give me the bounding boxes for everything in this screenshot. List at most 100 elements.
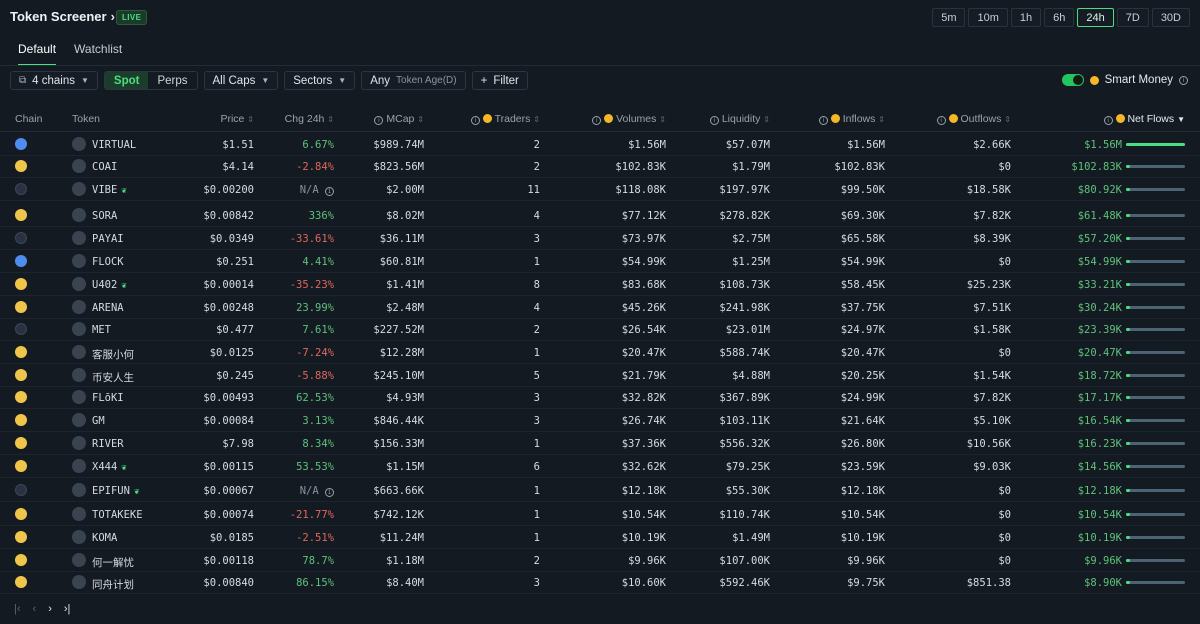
timeframe-10m[interactable]: 10m	[968, 8, 1008, 27]
token-name[interactable]: SORA	[92, 210, 117, 222]
col-inflows-label: Inflows	[842, 113, 876, 125]
table-row[interactable]: EPIFUN ❦ $0.00067 N/A i $663.66K 1 $12.18K $55.…	[0, 479, 1200, 502]
price: $0.00118	[203, 555, 254, 567]
table-row[interactable]: COAI $4.14 -2.84% $823.56M 2 $102.83K $1.79M $1…	[0, 155, 1200, 178]
chain-icon	[15, 232, 27, 244]
traders: 5	[533, 370, 540, 382]
change-24h: -33.61%	[290, 233, 334, 245]
col-outflows[interactable]: i Outflows ⇕	[936, 113, 1011, 125]
traders: 1	[533, 532, 540, 544]
token-name[interactable]: VIRTUAL	[92, 139, 136, 151]
info-icon[interactable]: i	[1179, 75, 1188, 85]
net-flow-bar	[1126, 536, 1185, 539]
token-name[interactable]: VIBE ❦	[92, 184, 127, 196]
table-row[interactable]: VIBE ❦ $0.00200 N/A i $2.00M 11 $118.08K $197.9…	[0, 178, 1200, 201]
token-name[interactable]: X444 ❦	[92, 461, 127, 473]
col-chg[interactable]: Chg 24h ⇕	[285, 113, 334, 125]
chains-dropdown[interactable]: ⧉ 4 chains ▼	[10, 71, 98, 90]
net-flow-bar	[1126, 489, 1185, 492]
timeframe-6h[interactable]: 6h	[1044, 8, 1075, 27]
perps-button[interactable]: Perps	[157, 74, 188, 87]
table-row[interactable]: MET $0.477 7.61% $227.52M 2 $26.54K $23.01M $24…	[0, 318, 1200, 341]
net-flow-bar	[1126, 442, 1185, 445]
col-netflows[interactable]: i Net Flows ▼	[1103, 113, 1185, 125]
timeframe-7d[interactable]: 7D	[1116, 8, 1149, 27]
timeframe-1h[interactable]: 1h	[1010, 8, 1042, 27]
table-row[interactable]: GM $0.00084 3.13% $846.44K 3 $26.74K $103.11K $…	[0, 409, 1200, 432]
token-logo	[72, 182, 86, 196]
table-row[interactable]: 何一解忧 $0.00118 78.7% $1.18M 2 $9.96K $107.00K $9…	[0, 549, 1200, 572]
sectors-dropdown[interactable]: Sectors ▼	[284, 71, 356, 90]
traders: 1	[533, 256, 540, 268]
spot-button[interactable]: Spot	[104, 72, 149, 89]
table-row[interactable]: 客服小何 $0.0125 -7.24% $12.28M 1 $20.47K $588.74K…	[0, 341, 1200, 364]
prev-page-button[interactable]: ‹	[32, 603, 37, 615]
token-name[interactable]: 客服小何	[92, 347, 134, 362]
col-volumes[interactable]: i Volumes ⇕	[592, 113, 666, 125]
table-row[interactable]: PAYAI $0.0349 -33.61% $36.11M 3 $73.97K $2.75M…	[0, 227, 1200, 250]
table-row[interactable]: RIVER $7.98 8.34% $156.33M 1 $37.36K $556.32K $…	[0, 432, 1200, 455]
net-flow-bar-fill	[1126, 328, 1130, 331]
table-row[interactable]: X444 ❦ $0.00115 53.53% $1.15M 6 $32.62K $79.25K…	[0, 455, 1200, 478]
page-title[interactable]: Token Screener ›	[10, 9, 115, 24]
token-symbol: ARENA	[92, 302, 124, 314]
token-name[interactable]: EPIFUN ❦	[92, 485, 139, 497]
table-row[interactable]: KOMA $0.0185 -2.51% $11.24M 1 $10.19K $1.49M $1…	[0, 526, 1200, 549]
smart-money-toggle[interactable]	[1061, 74, 1084, 86]
token-name[interactable]: ARENA	[92, 302, 124, 314]
token-name[interactable]: COAI	[92, 161, 117, 173]
change-24h: -7.24%	[296, 347, 334, 359]
net-flow-bar-fill	[1126, 260, 1130, 263]
col-price-label: Price	[220, 113, 245, 125]
col-price[interactable]: Price ⇕	[220, 113, 254, 125]
token-name[interactable]: 币安人生	[92, 370, 134, 385]
outflows: $0	[998, 347, 1011, 359]
info-icon[interactable]: i	[325, 488, 334, 497]
col-inflows[interactable]: i Inflows ⇕	[818, 113, 885, 125]
next-page-button[interactable]: ›	[48, 603, 52, 615]
token-name[interactable]: RIVER	[92, 438, 124, 450]
col-mcap[interactable]: i MCap ⇕	[374, 113, 424, 125]
token-age-filter[interactable]: Any Token Age(D)	[361, 71, 466, 90]
table-row[interactable]: ARENA $0.00248 23.99% $2.48M 4 $45.26K $241.98…	[0, 296, 1200, 319]
timeframe-5m[interactable]: 5m	[932, 8, 966, 27]
token-name[interactable]: U402 ❦	[92, 279, 127, 291]
info-icon[interactable]: i	[325, 187, 334, 196]
tab-watchlist[interactable]: Watchlist	[74, 42, 123, 56]
table-row[interactable]: 币安人生 $0.245 -5.88% $245.10M 5 $21.79K $4.88M $2…	[0, 364, 1200, 387]
liquidity: $592.46K	[719, 577, 770, 589]
table-row[interactable]: SORA $0.00842 336% $8.02M 4 $77.12K $278.82K $6…	[0, 204, 1200, 227]
token-name[interactable]: FLOCK	[92, 256, 124, 268]
table-row[interactable]: FLOCK $0.251 4.41% $60.81M 1 $54.99K $1.25M $54…	[0, 250, 1200, 273]
token-name[interactable]: 何一解忧	[92, 555, 134, 570]
table-row[interactable]: 同舟计划 $0.00840 86.15% $8.40M 3 $10.60K $592.46K…	[0, 571, 1200, 594]
liquidity: $197.97K	[719, 184, 770, 196]
col-traders[interactable]: i Traders ⇕	[470, 113, 540, 125]
col-liquidity[interactable]: i Liquidity ⇕	[709, 113, 770, 125]
timeframe-30d[interactable]: 30D	[1151, 8, 1190, 27]
table-row[interactable]: FLōKI $0.00493 62.53% $4.93M 3 $32.82K $367.89…	[0, 386, 1200, 409]
volumes: $45.26K	[621, 302, 666, 314]
volumes: $9.96K	[628, 555, 666, 567]
net-flow-bar-fill	[1126, 489, 1130, 492]
token-name[interactable]: MET	[92, 324, 111, 336]
token-name[interactable]: PAYAI	[92, 233, 124, 245]
pagination: |‹ ‹ › ›|	[14, 603, 70, 615]
token-name[interactable]: GM	[92, 415, 105, 427]
filter-button[interactable]: + Filter	[471, 71, 528, 90]
last-page-button[interactable]: ›|	[63, 603, 71, 615]
token-name[interactable]: FLōKI	[92, 392, 124, 404]
token-name[interactable]: TOTAKEKE	[92, 509, 143, 521]
table-row[interactable]: U402 ❦ $0.00014 -35.23% $1.41M 8 $83.68K $108.7…	[0, 273, 1200, 296]
token-name[interactable]: KOMA	[92, 532, 117, 544]
outflows: $7.82K	[973, 392, 1011, 404]
table-row[interactable]: VIRTUAL $1.51 6.67% $989.74M 2 $1.56M $57.07M $…	[0, 133, 1200, 156]
mcap: $60.81M	[379, 256, 424, 268]
caps-dropdown[interactable]: All Caps ▼	[203, 71, 279, 90]
timeframe-24h[interactable]: 24h	[1077, 8, 1114, 27]
table-row[interactable]: TOTAKEKE $0.00074 -21.77% $742.12K 1 $10.54K $…	[0, 503, 1200, 526]
token-logo	[72, 159, 86, 173]
token-name[interactable]: 同舟计划	[92, 577, 134, 592]
tab-default[interactable]: Default	[18, 42, 57, 66]
first-page-button[interactable]: |‹	[14, 603, 21, 615]
